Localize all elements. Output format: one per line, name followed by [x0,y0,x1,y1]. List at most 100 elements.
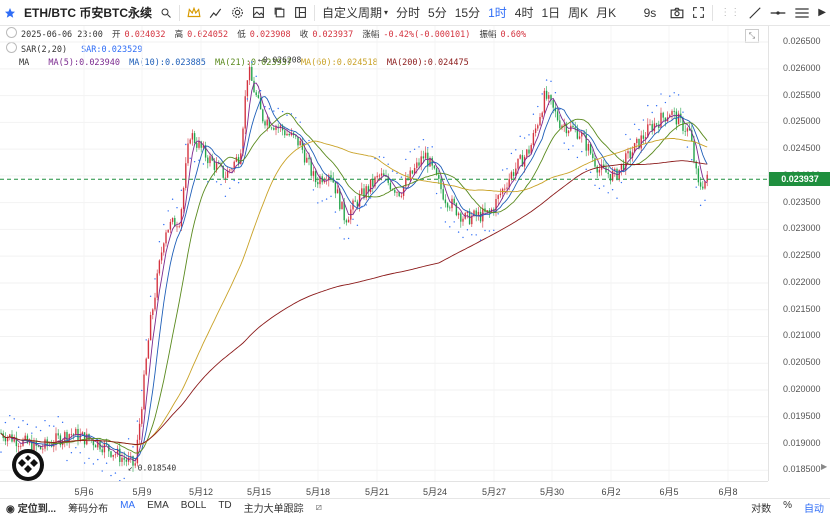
indicator-tab-2[interactable]: EMA [147,500,169,511]
layout-icon[interactable] [290,0,311,25]
open-value: 0.024032 [124,30,166,40]
copy-icon[interactable] [269,0,290,25]
symbol-title[interactable]: ETH/BTC 币安BTC永续 [24,6,152,20]
seconds-label[interactable]: 9s [643,5,657,20]
sar-dot [251,61,253,63]
crown-icon[interactable] [183,0,205,25]
candle-body [59,435,62,446]
interval-4[interactable]: 4时 [514,6,534,20]
axis-mode-0[interactable]: 对数 [751,504,772,515]
candle-body [633,143,636,153]
interval-6[interactable]: 周K [568,6,589,20]
price-tick: 0.020500 [783,357,821,368]
price-axis[interactable]: 0.026500 0.026000 0.025500 0.025000 0.024500… [768,26,830,481]
indicator-tab-5[interactable]: 主力大单跟踪 [243,504,304,515]
axis-mode-2[interactable]: 自动 [804,504,824,515]
candle-body [499,193,502,196]
edit-icon[interactable]: ⧄ [315,502,323,513]
sar-dot [572,145,574,147]
divider [314,4,315,21]
sar-dot [479,239,482,241]
sar-dot [246,98,249,100]
sar-dot [347,237,350,240]
candle-body [358,193,361,207]
sar-dot [554,92,557,94]
custom-period-dropdown[interactable]: 自定义周期 ▾ [318,0,392,25]
candle-body [644,137,647,139]
indicator-tab-3[interactable]: BOLL [180,500,207,511]
candle-body [607,172,609,175]
sar-name: SAR(2,20) [21,45,68,55]
camera-icon[interactable] [666,0,688,25]
candle-body [477,211,480,217]
candle-body [314,171,317,183]
image-icon[interactable] [248,0,269,25]
settings-gear-icon[interactable] [227,0,248,25]
candle-body [664,117,667,122]
parallel-lines-tool-icon[interactable] [790,0,814,25]
sar-dot [576,156,579,159]
sar-dot [501,169,504,171]
fullscreen-icon[interactable] [688,0,709,25]
time-axis[interactable]: 5月6 5月9 5月12 5月15 5月18 5月21 5月24 5月27 5月30 6月2 6月5… [0,481,768,499]
interval-3[interactable]: 1时 [488,6,507,20]
candle-body [642,135,645,139]
candle-body [697,168,700,183]
candle-body [143,374,145,410]
indicator-tab-4[interactable]: TD [218,500,232,511]
toggle-circle-icon[interactable] [6,27,17,38]
candle-body [574,127,576,129]
sar-dot [660,93,662,95]
horizontal-line-tool-icon[interactable] [766,0,790,25]
indicator-tab-0[interactable]: 筹码分布 [68,504,109,515]
drag-handle-icon[interactable]: ⋮⋮ [720,7,741,18]
more-tools-icon[interactable]: ▶ [818,7,826,18]
sar-dot [537,105,539,108]
sar-dot [136,420,139,422]
candle-body [244,96,246,129]
sar-dot [277,107,279,110]
time-tick: 5月15 [246,487,272,497]
candle-body [616,168,618,180]
candle-body [495,198,497,212]
candle-body [521,155,524,167]
sar-dot [378,156,381,158]
candle-body [631,152,634,158]
sar-dot [39,429,42,432]
ma21-line [0,112,708,454]
indicator-chart-icon[interactable] [205,0,227,25]
ma200-value: MA(200):0.024475 [386,58,469,68]
candle-body [317,182,319,185]
favorite-star-icon[interactable] [0,0,20,25]
sar-dot [141,389,143,392]
locate-button[interactable]: ◉ 定位到... [0,500,62,515]
sar-dot [299,121,301,123]
indicator-tab-1[interactable]: MA [120,500,136,511]
sar-dot [585,168,587,171]
candle-body [396,191,398,193]
sar-dot [180,189,183,192]
candle-body [618,169,620,180]
interval-0[interactable]: 分时 [396,6,421,20]
candle-body [196,142,198,148]
candle-body [567,130,570,134]
interval-7[interactable]: 月K [596,6,617,20]
trend-line-tool-icon[interactable] [744,0,766,25]
search-icon[interactable] [156,0,176,25]
time-tick: 5月12 [188,487,214,497]
candle-body [253,80,255,93]
candle-body [660,112,662,128]
interval-5[interactable]: 1日 [541,6,561,20]
scroll-right-icon[interactable]: ▶ [821,462,828,471]
candle-body [455,203,458,216]
axis-mode-1[interactable]: % [783,500,792,511]
sar-dot [413,148,416,150]
candlestick-chart[interactable]: ←0.026208 ↙ 0.018540 [0,26,768,481]
sar-dot [101,470,103,472]
interval-2[interactable]: 15分 [454,6,481,20]
sar-dot [444,221,447,223]
interval-1[interactable]: 5分 [428,6,447,20]
candle-body [17,445,20,447]
candle-body [374,177,376,187]
candle-body [171,217,174,222]
